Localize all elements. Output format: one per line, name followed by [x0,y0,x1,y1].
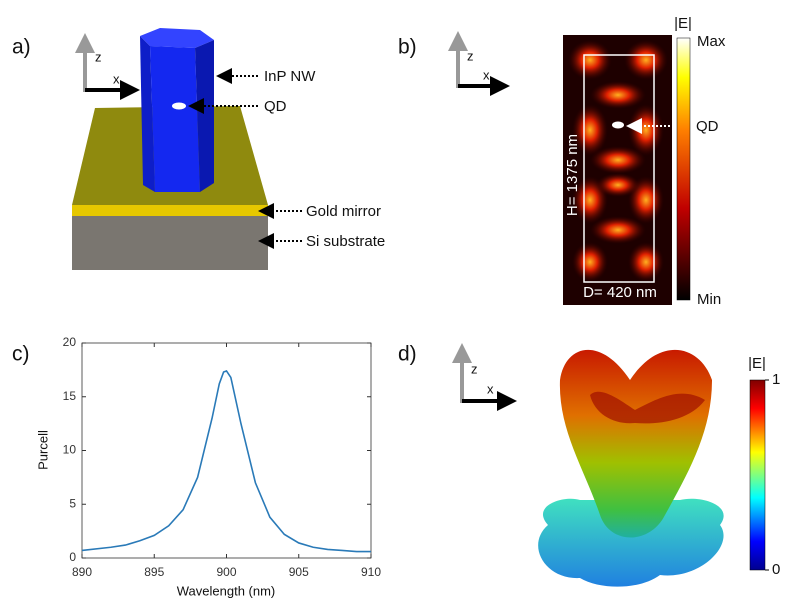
panel-a: a) z x InP NW QD Gold mirror Si substrat… [12,28,385,270]
axis-x: x [113,71,120,86]
mirror-edge [72,205,268,216]
y-axis-label: Purcell [35,430,50,470]
annotation: D= 420 nm [583,284,657,301]
annotation: QD [264,98,287,115]
x-tick-label: 905 [289,565,309,579]
colorbar-tick-label: 0 [772,561,780,578]
nanowire-top [140,28,214,48]
y-tick-label: 10 [63,443,77,457]
colorbar-label: Min [697,291,721,308]
nanowire-side [140,36,155,192]
axis-z: z [95,49,102,64]
x-axis-label: Wavelength (nm) [177,583,276,598]
axis-z: z [467,48,474,63]
panel-label: d) [398,343,417,366]
axis-z: z [471,361,478,376]
quantum-dot [612,121,624,129]
nanowire-side [195,40,214,192]
panel-c: c) Wavelength (nm) Purcell 890 895 900 905 9… [12,335,381,598]
y-tick-label: 5 [69,496,76,510]
substrate [72,216,268,270]
quantum-dot [172,102,186,110]
annotation: Si substrate [306,233,385,250]
nanowire-front [150,46,200,192]
line-series [81,369,371,553]
annotation: QD [696,118,719,135]
y-tick-label: 15 [63,389,77,403]
x-tick-label: 895 [144,565,164,579]
side-lobes [538,498,724,587]
x-tick-label: 910 [361,565,381,579]
colorbar-title: |E| [748,355,766,372]
panel-label: c) [12,343,30,366]
axis-x: x [487,381,494,396]
panel-b: b) z x QD H= 1375 nm D= 420 nm |E| Max M… [398,15,726,308]
y-tick-label: 20 [63,335,77,349]
nanowire-outline [583,54,655,283]
annotation: Gold mirror [306,203,381,220]
panel-d: d) z x |E| 0 1 [398,343,780,587]
colorbar-title: |E| [674,15,692,32]
panel-label: b) [398,36,417,59]
axis-x: x [483,67,490,82]
plot-frame [81,342,372,559]
field-lobes [568,40,668,282]
panel-label: a) [12,36,31,59]
colorbar-label: Max [697,33,726,50]
x-tick-label: 890 [72,565,92,579]
colorbar [676,37,691,301]
annotation: InP NW [264,68,316,85]
colorbar [749,379,766,571]
x-tick-label: 900 [216,565,236,579]
lobe-rim [590,391,705,424]
colorbar-tick-label: 1 [772,371,780,388]
y-tick-label: 0 [69,550,76,564]
annotation: H= 1375 nm [564,134,581,216]
